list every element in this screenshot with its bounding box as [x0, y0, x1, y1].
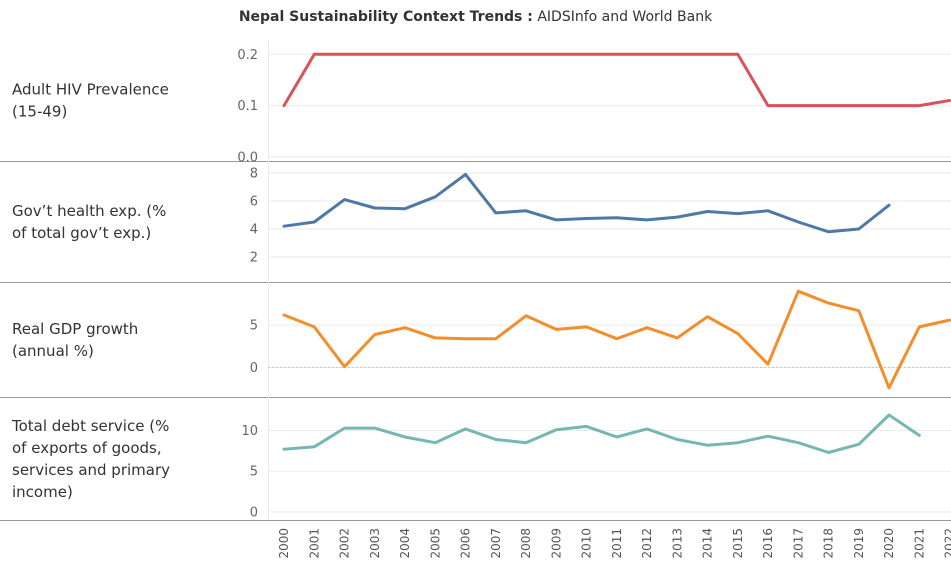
y-tick-label: 0.0: [237, 151, 258, 166]
panel-gdp: 0 5 Real GDP growth (annual %): [12, 289, 951, 390]
x-tick-label: 2010: [580, 528, 594, 559]
x-tick-label: 2011: [610, 528, 624, 559]
x-tick-label: 2001: [307, 528, 321, 559]
row-label-line: (15-49): [12, 103, 67, 121]
x-tick-label: 2020: [882, 528, 896, 559]
x-tick-label: 2006: [459, 528, 473, 559]
row-label-line: of exports of goods,: [12, 439, 162, 457]
y-tick-label: 6: [250, 195, 258, 210]
x-tick-label: 2016: [761, 528, 775, 559]
x-tick-label: 2008: [519, 528, 533, 559]
y-tick-label: 5: [250, 465, 258, 480]
x-tick-label: 2004: [398, 528, 412, 559]
x-tick-label: 2022: [943, 528, 951, 559]
y-tick-label: 0: [250, 361, 258, 376]
x-tick-label: 2018: [822, 528, 836, 559]
row-label-line: services and primary: [12, 461, 170, 479]
x-tick-label: 2014: [701, 528, 715, 559]
panel-debt: 0 5 10 Total debt service (% of exports of g…: [11, 413, 951, 520]
panel-hiv: 0.0 0.1 0.2 Adult HIV Prevalence (15-49): [12, 48, 951, 166]
x-tick-label: 2021: [912, 528, 926, 559]
y-tick-label: 0.1: [237, 99, 258, 114]
row-label-line: of total gov’t exp.): [12, 224, 151, 242]
x-tick-label: 2002: [338, 528, 352, 559]
x-tick-label: 2019: [852, 528, 866, 559]
panel-health: 2 4 6 8 Gov’t health exp. (% of total gov’t e…: [12, 167, 951, 266]
x-tick-label: 2007: [489, 528, 503, 559]
series-line-debt: [282, 413, 921, 454]
y-tick-label: 5: [250, 319, 258, 334]
y-tick-label: 2: [250, 251, 258, 266]
x-tick-label: 2009: [549, 528, 563, 559]
chart-title-bold: Nepal Sustainability Context Trends :: [238, 9, 533, 25]
x-tick-label: 2012: [640, 528, 654, 559]
panel-dividers: [0, 40, 951, 521]
x-tick-label: 2017: [791, 528, 805, 559]
y-tick-label: 10: [241, 424, 258, 439]
row-label-line: Adult HIV Prevalence: [12, 81, 169, 99]
y-tick-label: 0: [250, 505, 258, 520]
row-label-line: Gov’t health exp. (%: [12, 202, 166, 220]
row-label-line: Total debt service (%: [11, 417, 169, 435]
row-label-line: (annual %): [12, 342, 94, 360]
series-line-gdp: [282, 289, 951, 390]
y-tick-label: 8: [250, 167, 258, 182]
row-label-line: income): [12, 483, 73, 501]
row-label-line: Real GDP growth: [12, 320, 138, 338]
x-tick-label: 2013: [670, 528, 684, 559]
x-tick-label: 2003: [368, 528, 382, 559]
series-line-health: [282, 172, 891, 234]
x-tick-label: 2015: [731, 528, 745, 559]
chart-title: Nepal Sustainability Context Trends : AI…: [0, 9, 951, 25]
x-tick-label: 2005: [428, 528, 442, 559]
series-line-hiv: [282, 52, 951, 108]
y-tick-label: 4: [250, 223, 258, 238]
y-tick-label: 0.2: [237, 48, 258, 63]
chart-title-rest: AIDSInfo and World Bank: [537, 9, 713, 25]
chart-panels: 0.0 0.1 0.2 Adult HIV Prevalence (15-49) 2 4 6 8…: [11, 48, 951, 520]
x-tick-label: 2000: [277, 528, 291, 559]
x-axis: 2000 2001 2002 2003 2004 2005 2006 2007 2008 2009…: [277, 528, 951, 559]
